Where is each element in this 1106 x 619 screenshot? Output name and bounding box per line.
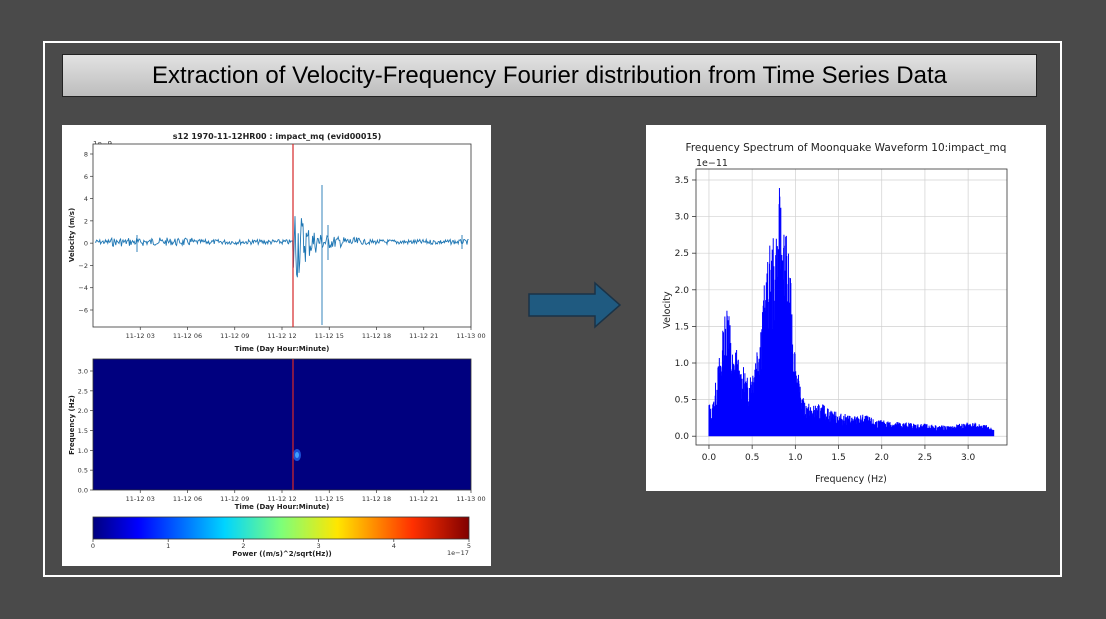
x-tick-label: 11-12 18 — [362, 495, 391, 503]
x-tick-label: 0.0 — [702, 453, 717, 463]
waveform-y-label: Velocity (m/s) — [68, 208, 76, 262]
waveform-title: s12 1970-11-12HR00 : impact_mq (evid0001… — [173, 132, 381, 141]
y-tick-label: 4 — [84, 195, 88, 203]
x-tick-label: 11-12 21 — [409, 495, 438, 503]
x-tick-label: 2.5 — [918, 453, 932, 463]
y-tick-label: 3.0 — [78, 368, 88, 376]
colorbar-tick-label: 1 — [166, 542, 170, 550]
x-tick-label: 11-12 21 — [409, 332, 438, 340]
colorbar-label: Power ((m/s)^2/sqrt(Hz)) — [232, 550, 331, 558]
x-tick-label: 11-12 09 — [220, 495, 249, 503]
y-tick-label: 1.5 — [675, 322, 689, 332]
chart-x-label: Frequency (Hz) — [815, 474, 887, 485]
y-tick-label: 3.0 — [675, 213, 690, 223]
x-tick-label: 11-12 03 — [126, 332, 155, 340]
x-tick-label: 0.5 — [745, 453, 759, 463]
transform-arrow — [527, 281, 623, 334]
chart-x-ticks: 0.0 0.5 1.0 1.5 2.0 2.5 3.0 — [702, 445, 976, 463]
y-tick-label: 1.0 — [78, 447, 88, 455]
spectrogram-x-label: Time (Day Hour:Minute) — [235, 503, 330, 511]
spectrogram-energy-core — [295, 452, 299, 458]
chart-y-label: Velocity — [662, 291, 673, 329]
x-tick-label: 11-12 15 — [315, 495, 344, 503]
y-tick-label: 0.0 — [675, 432, 690, 442]
x-tick-label: 1.5 — [831, 453, 845, 463]
arrow-icon — [528, 281, 622, 329]
waveform-trace — [94, 185, 469, 325]
colorbar — [92, 516, 470, 540]
x-tick-label: 2.0 — [875, 453, 890, 463]
colorbar-tick-label: 4 — [392, 542, 396, 550]
chart-offset-label: 1e−11 — [696, 158, 728, 169]
x-tick-label: 11-12 15 — [315, 332, 344, 340]
y-tick-label: 2.5 — [78, 387, 88, 395]
y-tick-label: 2.5 — [675, 249, 689, 259]
colorbar-tick-label: 2 — [241, 542, 245, 550]
waveform-y-ticks: 8 6 4 2 0 −2 −4 −6 — [78, 151, 93, 315]
chart-plot-area — [695, 168, 1008, 446]
y-tick-label: 0.5 — [675, 396, 689, 406]
x-tick-label: 11-12 12 — [267, 332, 296, 340]
spectrogram-y-ticks: 3.0 2.5 2.0 1.5 1.0 0.5 0.0 — [78, 368, 93, 495]
spectrogram-y-label: Frequency (Hz) — [68, 395, 76, 455]
chart-y-ticks: 0.0 0.5 1.0 1.5 2.0 2.5 3.0 3.5 — [675, 176, 696, 442]
y-tick-label: −6 — [78, 307, 88, 315]
colorbar-tick-label: 5 — [467, 542, 471, 550]
slide-frame — [43, 41, 1062, 577]
y-tick-label: 6 — [84, 173, 88, 181]
y-tick-label: −2 — [78, 262, 88, 270]
left-figure-panel: s12 1970-11-12HR00 : impact_mq (evid0001… — [62, 125, 491, 566]
y-tick-label: 0 — [84, 240, 88, 248]
colorbar-tick-label: 0 — [91, 542, 95, 550]
waveform-x-ticks: 11-12 03 11-12 06 11-12 09 11-12 12 11-12 15… — [126, 327, 486, 340]
waveform-axes — [92, 143, 472, 328]
spectrogram-x-ticks: 11-12 03 11-12 06 11-12 09 11-12 12 11-12 15… — [126, 490, 486, 503]
spectrum-chart: Frequency Spectrum of Moonquake Waveform… — [662, 142, 1008, 485]
y-tick-label: 0.5 — [78, 467, 88, 475]
y-tick-label: 0.0 — [78, 487, 88, 495]
slide-title: Extraction of Velocity-Frequency Fourier… — [62, 54, 1037, 97]
x-tick-label: 3.0 — [961, 453, 976, 463]
colorbar-ticks: 0 1 2 3 4 5 — [91, 539, 471, 550]
x-tick-label: 11-12 03 — [126, 495, 155, 503]
y-tick-label: 1.5 — [78, 427, 88, 435]
spectrum-chart-panel: Frequency Spectrum of Moonquake Waveform… — [646, 125, 1046, 491]
y-tick-label: 1.0 — [675, 359, 690, 369]
spectrum-series-line — [708, 188, 995, 437]
y-tick-label: 2.0 — [78, 407, 88, 415]
y-tick-label: 2 — [84, 217, 88, 225]
x-tick-label: 11-13 00 — [456, 495, 485, 503]
left-figure-svg: s12 1970-11-12HR00 : impact_mq (evid0001… — [68, 132, 486, 558]
x-tick-label: 11-12 12 — [267, 495, 296, 503]
x-tick-label: 1.0 — [788, 453, 803, 463]
x-tick-label: 11-12 09 — [220, 332, 249, 340]
y-tick-label: −4 — [78, 284, 88, 292]
spectrogram-axes — [92, 358, 472, 491]
x-tick-label: 11-12 18 — [362, 332, 391, 340]
x-tick-label: 11-12 06 — [173, 332, 202, 340]
waveform-x-label: Time (Day Hour:Minute) — [235, 345, 330, 353]
x-tick-label: 11-13 00 — [456, 332, 485, 340]
y-tick-label: 3.5 — [675, 176, 689, 186]
x-tick-label: 11-12 06 — [173, 495, 202, 503]
y-tick-label: 8 — [84, 151, 88, 159]
chart-grid — [696, 169, 1007, 445]
y-tick-label: 2.0 — [675, 286, 690, 296]
chart-title: Frequency Spectrum of Moonquake Waveform… — [686, 142, 1007, 154]
colorbar-offset-label: 1e−17 — [447, 549, 469, 557]
colorbar-tick-label: 3 — [317, 542, 321, 550]
